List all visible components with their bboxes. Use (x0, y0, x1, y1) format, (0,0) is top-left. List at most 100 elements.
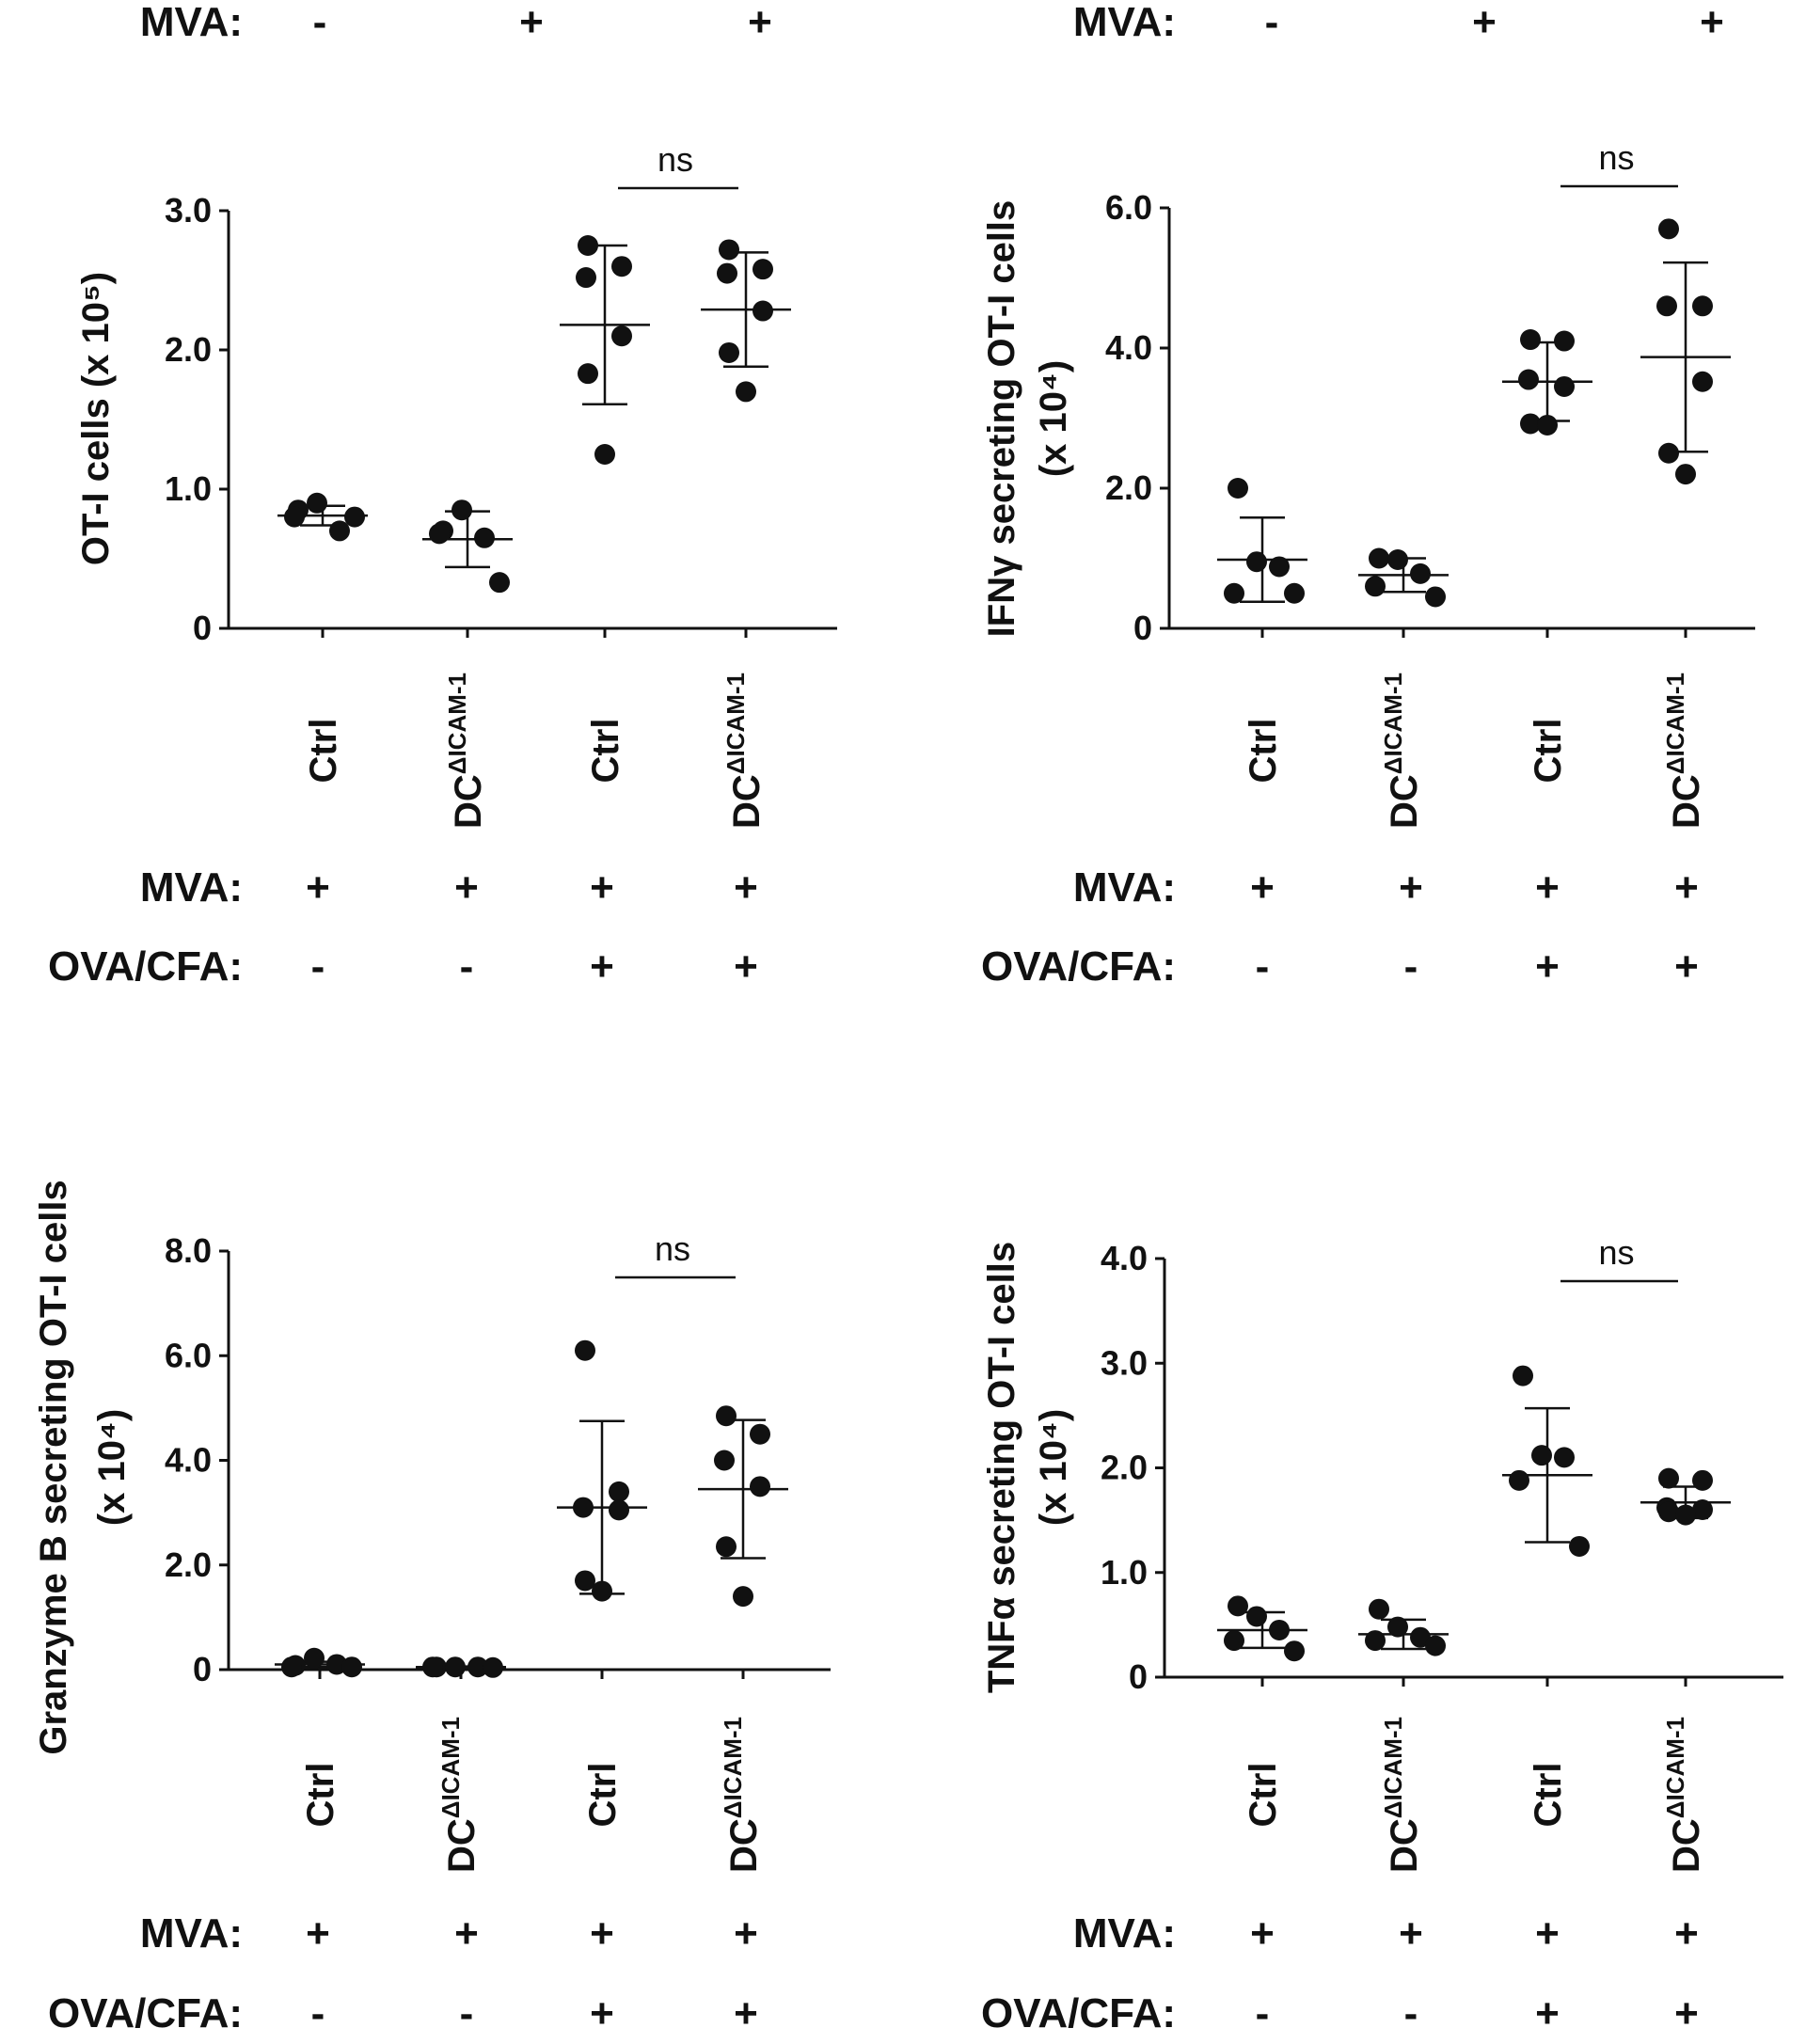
ova-mark: + (734, 943, 758, 990)
header-mva-mark: + (748, 0, 772, 45)
category-label: DCΔICAM-1 (443, 673, 489, 829)
y-axis-label: IFNγ secreting OT-I cells (981, 200, 1022, 638)
data-point (1284, 582, 1305, 604)
ova-mark: + (1674, 1990, 1699, 2036)
data-point (611, 325, 632, 347)
data-point (1410, 562, 1431, 584)
data-point (752, 300, 773, 322)
y-tick-label: 4.0 (165, 1441, 212, 1480)
data-point (1658, 218, 1679, 240)
data-point (284, 506, 305, 528)
data-point (1513, 1365, 1533, 1386)
category-label: Ctrl (585, 719, 626, 784)
data-point (1692, 1499, 1713, 1520)
data-point (1675, 464, 1696, 485)
category-label: DCΔICAM-1 (1661, 673, 1707, 829)
data-point (1658, 442, 1679, 464)
data-point (1228, 1595, 1248, 1617)
y-tick-label: 0 (193, 1650, 212, 1688)
data-point (1569, 1535, 1590, 1557)
data-point (1518, 369, 1539, 390)
category-label: DCΔICAM-1 (1379, 1717, 1425, 1873)
data-point (1509, 1469, 1529, 1491)
header-row: MVA: - + + (1073, 0, 1724, 45)
data-point (752, 259, 773, 280)
category-label: DCΔICAM-1 (719, 1717, 765, 1873)
data-point (1692, 371, 1713, 392)
category-label: DCΔICAM-1 (1661, 1717, 1707, 1873)
data-point (422, 1656, 443, 1678)
ova-row-label: OVA/CFA: (48, 1990, 243, 2036)
data-point (474, 527, 495, 548)
data-point (1692, 295, 1713, 317)
ova-mark: - (460, 943, 474, 990)
data-point (1656, 295, 1677, 317)
category-label: DCΔICAM-1 (436, 1717, 483, 1873)
y-tick-label: 8.0 (165, 1231, 212, 1270)
mva-mark: + (1399, 1910, 1423, 1957)
data-point (716, 1536, 737, 1558)
data-point (489, 572, 510, 594)
data-point (736, 381, 756, 403)
header-mva-mark: - (1265, 0, 1279, 45)
category-label: Ctrl (300, 1763, 341, 1828)
category-name: Ctrl (1243, 1763, 1284, 1828)
ova-mark: - (1404, 1990, 1418, 2036)
category-superscript: ΔICAM-1 (1661, 673, 1689, 774)
data-point (1228, 478, 1248, 499)
header-mva-mark: + (519, 0, 544, 45)
data-point (576, 267, 596, 289)
category-name: DC (1666, 1818, 1707, 1873)
y-axis-label-unit: (x 10⁴) (1033, 360, 1074, 477)
category-name: DC (1666, 774, 1707, 829)
data-point (452, 499, 472, 521)
data-point (467, 1656, 488, 1678)
data-point (1658, 1467, 1679, 1489)
y-tick-label: 6.0 (165, 1336, 212, 1374)
mva-mark: + (1250, 864, 1275, 911)
data-point (750, 1476, 770, 1497)
category-label: DCΔICAM-1 (1379, 673, 1425, 829)
data-point (281, 1656, 302, 1678)
significance-label: ns (1598, 1233, 1634, 1272)
category-superscript: ΔICAM-1 (1661, 1717, 1689, 1818)
mva-mark: + (454, 1910, 479, 1957)
chart-panel-bottom-left: 0 2.0 4.0 6.0 8.0 Granzyme B secreting OT-I c… (33, 1180, 831, 2036)
data-point (609, 1499, 629, 1521)
category-name: Ctrl (1528, 719, 1569, 784)
data-point (429, 523, 450, 545)
data-point (307, 492, 327, 514)
data-point (1269, 1619, 1290, 1640)
significance-label: ns (657, 140, 693, 179)
mva-mark: + (734, 864, 758, 911)
y-tick-label: 6.0 (1105, 188, 1152, 227)
ova-mark: + (590, 943, 614, 990)
ova-mark: - (1256, 943, 1270, 990)
ova-mark: + (1535, 1990, 1560, 2036)
header-mva-mark: + (1700, 0, 1724, 45)
data-point (609, 1481, 629, 1502)
data-point (719, 239, 739, 261)
data-point (1520, 329, 1541, 351)
chart-panel-top-left: 01.02.03.0OT-I cells (x 10⁵)Ctrl+-DCΔICA… (48, 140, 837, 990)
data-point (329, 520, 350, 542)
mva-row-label: MVA: (140, 1910, 243, 1957)
data-point (445, 1656, 466, 1678)
data-point (304, 1647, 325, 1669)
header-mva-mark: + (1472, 0, 1497, 45)
category-superscript: ΔICAM-1 (436, 1717, 465, 1818)
y-tick-label: 2.0 (165, 330, 212, 369)
data-point (1554, 330, 1575, 352)
mva-mark: + (590, 1910, 614, 1957)
category-label: Ctrl (1243, 1763, 1284, 1828)
y-tick-label: 3.0 (165, 191, 212, 230)
category-label: Ctrl (303, 719, 344, 784)
data-point (1692, 1469, 1713, 1491)
data-point (1520, 413, 1541, 435)
ova-mark: + (734, 1990, 758, 2036)
y-axis-label: OT-I cells (x 10⁵) (75, 272, 117, 565)
data-point (1246, 551, 1267, 573)
y-tick-label: 1.0 (165, 469, 212, 508)
category-name: Ctrl (1528, 1763, 1569, 1828)
category-name: DC (726, 774, 768, 829)
